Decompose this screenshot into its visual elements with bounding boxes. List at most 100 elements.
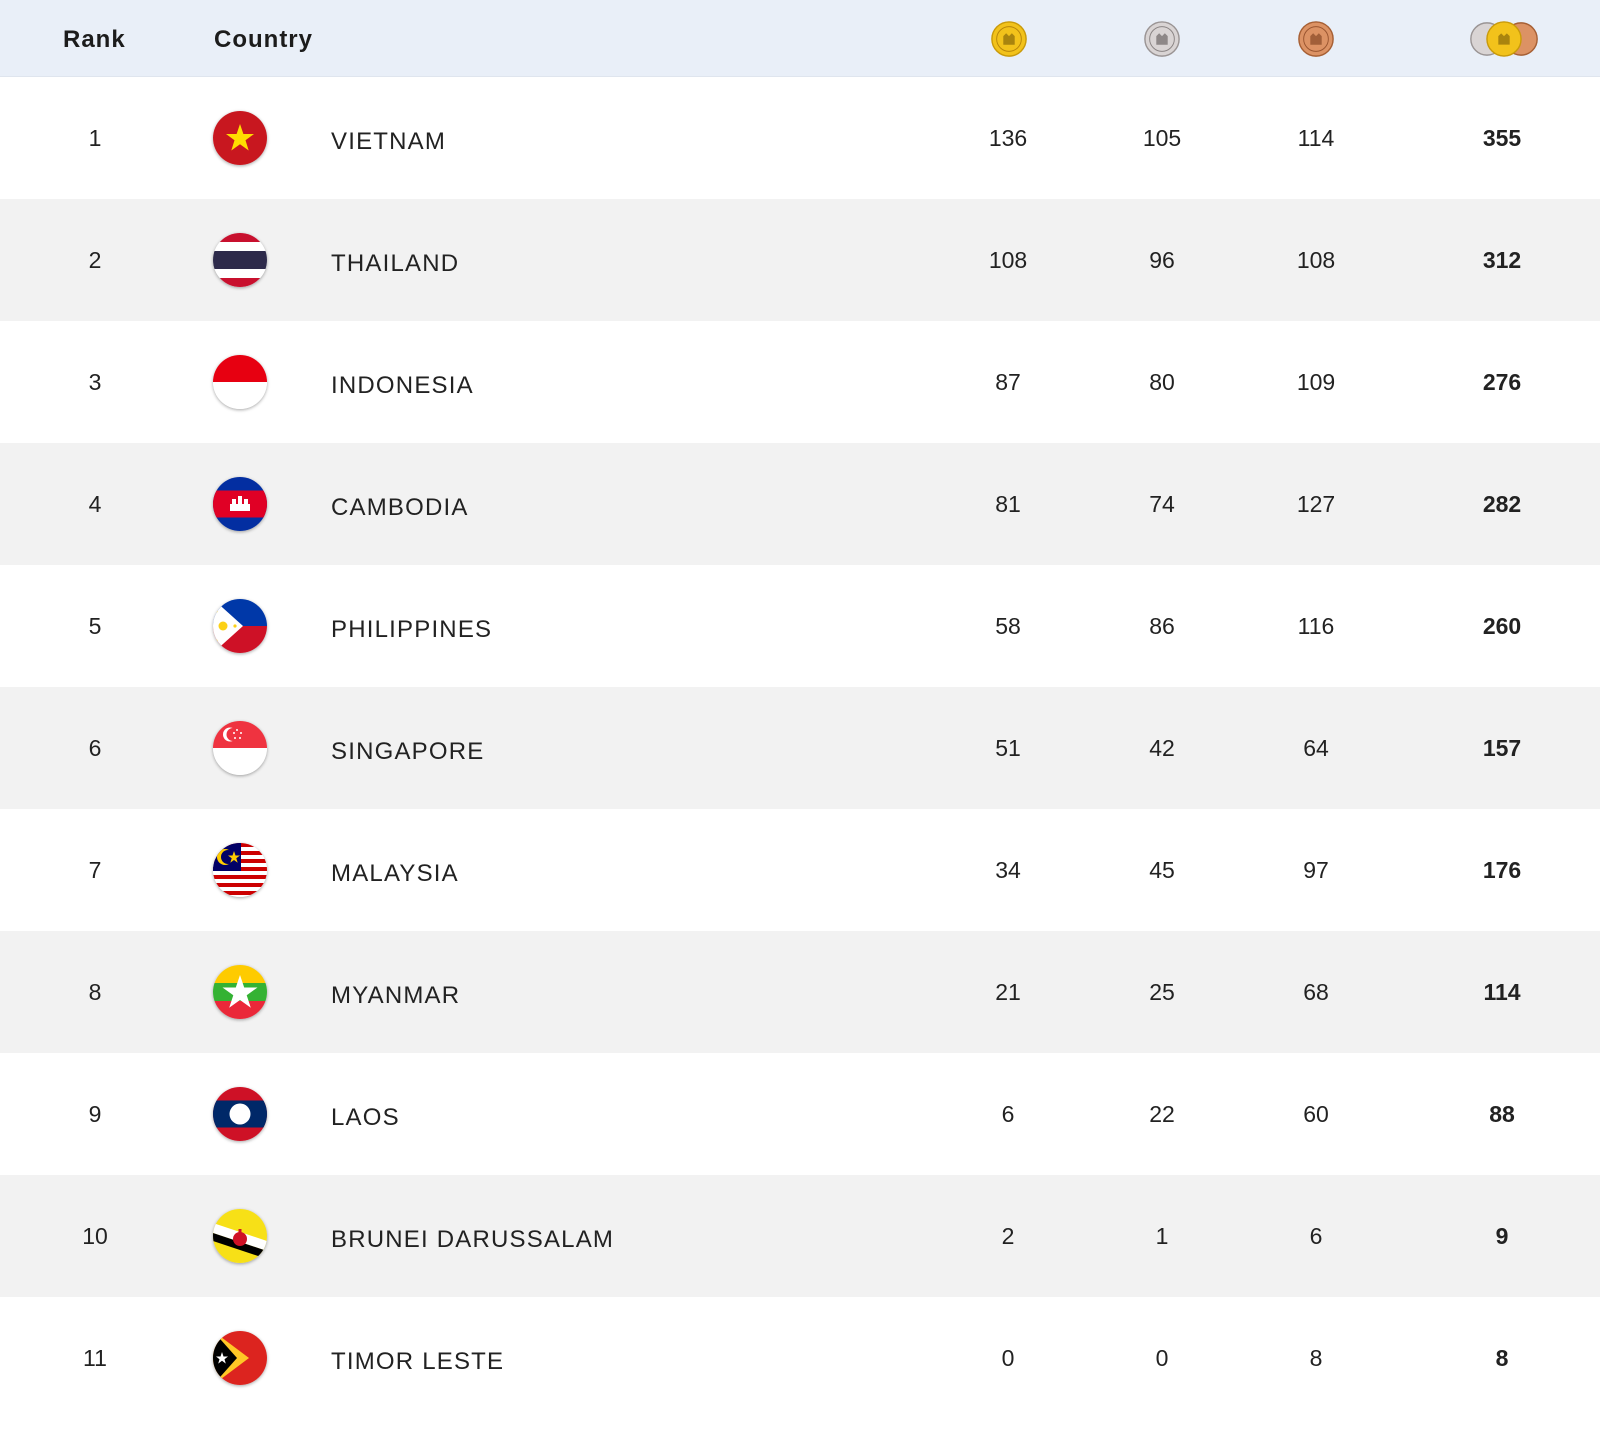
rank-cell: 10 (82, 1222, 108, 1249)
silver-medal-icon[interactable] (1143, 20, 1181, 58)
country-name[interactable]: PHILIPPINES (331, 616, 493, 643)
gold-count: 2 (1001, 1222, 1015, 1249)
rank-column-header[interactable]: Rank (63, 26, 126, 53)
country-name[interactable]: MYANMAR (331, 982, 461, 1009)
rank-cell: 5 (88, 612, 102, 639)
cambodia-flag-icon (213, 477, 267, 531)
gold-count: 51 (995, 734, 1021, 761)
bronze-count: 64 (1303, 734, 1329, 761)
country-name[interactable]: SINGAPORE (331, 738, 485, 765)
thailand-flag-icon (213, 233, 267, 287)
rank-cell: 2 (88, 246, 102, 273)
total-count: 8 (1495, 1344, 1509, 1371)
table-row[interactable]: 6 SINGAPORE 51 42 64 157 (0, 687, 1600, 809)
gold-count: 81 (995, 490, 1021, 517)
country-name[interactable]: INDONESIA (331, 372, 474, 399)
gold-count: 21 (995, 978, 1021, 1005)
table-row[interactable]: 10 BRUNEI DARUSSALAM 2 1 6 9 (0, 1175, 1600, 1297)
total-count: 114 (1483, 978, 1521, 1005)
rank-cell: 6 (88, 734, 102, 761)
rank-cell: 8 (88, 978, 102, 1005)
gold-count: 6 (1001, 1100, 1015, 1127)
total-count: 260 (1482, 612, 1522, 639)
flag-cell (213, 199, 267, 321)
total-count: 355 (1482, 124, 1522, 151)
silver-count: 42 (1149, 734, 1175, 761)
country-name[interactable]: BRUNEI DARUSSALAM (331, 1226, 615, 1253)
country-name[interactable]: VIETNAM (331, 128, 447, 155)
silver-count: 80 (1149, 368, 1175, 395)
total-count: 88 (1489, 1100, 1515, 1127)
total-count: 312 (1482, 246, 1522, 273)
bronze-count: 109 (1296, 368, 1336, 395)
rank-cell: 9 (88, 1100, 102, 1127)
table-row[interactable]: 1 VIETNAM 136 105 114 355 (0, 77, 1600, 199)
malaysia-flag-icon (213, 843, 267, 897)
flag-cell (213, 1297, 267, 1419)
country-name[interactable]: TIMOR LESTE (331, 1348, 505, 1375)
bronze-count: 114 (1297, 124, 1335, 151)
rank-cell: 11 (83, 1344, 107, 1371)
table-row[interactable]: 2 THAILAND 108 96 108 312 (0, 199, 1600, 321)
bronze-count: 60 (1303, 1100, 1329, 1127)
silver-count: 0 (1155, 1344, 1169, 1371)
indonesia-flag-icon (213, 355, 267, 409)
rank-cell: 3 (88, 368, 102, 395)
total-count: 176 (1482, 856, 1522, 883)
table-row[interactable]: 3 INDONESIA 87 80 109 276 (0, 321, 1600, 443)
silver-count: 105 (1142, 124, 1182, 151)
country-column-header[interactable]: Country (214, 26, 313, 53)
country-name[interactable]: CAMBODIA (331, 494, 469, 521)
table-row[interactable]: 8 MYANMAR 21 25 68 114 (0, 931, 1600, 1053)
table-row[interactable]: 7 MALAYSIA 34 (0, 809, 1600, 931)
table-row[interactable]: 4 CAMBODIA 81 74 127 282 (0, 443, 1600, 565)
bronze-count: 127 (1296, 490, 1336, 517)
table-row[interactable]: 9 LAOS 6 22 60 88 (0, 1053, 1600, 1175)
bronze-count: 97 (1303, 856, 1329, 883)
table-row[interactable]: 11 TIMOR LESTE 0 0 8 8 (0, 1297, 1600, 1419)
silver-count: 96 (1149, 246, 1175, 273)
bronze-medal-icon[interactable] (1297, 20, 1335, 58)
gold-medal-icon[interactable] (990, 20, 1028, 58)
vietnam-flag-icon (213, 111, 267, 165)
bronze-count: 68 (1303, 978, 1329, 1005)
singapore-flag-icon (213, 721, 267, 775)
silver-count: 45 (1149, 856, 1175, 883)
flag-cell (213, 321, 267, 443)
table-row[interactable]: 5 PHILIPPINES 58 86 116 260 (0, 565, 1600, 687)
country-name[interactable]: LAOS (331, 1104, 400, 1131)
silver-count: 25 (1149, 978, 1175, 1005)
gold-count: 87 (995, 368, 1021, 395)
flag-cell (213, 443, 267, 565)
gold-count: 136 (988, 124, 1028, 151)
flag-cell (213, 1053, 267, 1175)
silver-count: 22 (1149, 1100, 1175, 1127)
rank-cell: 7 (88, 856, 102, 883)
total-count: 157 (1482, 734, 1522, 761)
country-name[interactable]: MALAYSIA (331, 860, 459, 887)
silver-count: 74 (1149, 490, 1175, 517)
gold-count: 108 (988, 246, 1028, 273)
gold-count: 58 (995, 612, 1021, 639)
bronze-count: 116 (1297, 612, 1335, 639)
flag-cell (213, 687, 267, 809)
total-count: 9 (1495, 1222, 1509, 1249)
country-name[interactable]: THAILAND (331, 250, 460, 277)
flag-cell (213, 77, 267, 199)
rank-cell: 4 (88, 490, 102, 517)
table-header: Rank Country (0, 0, 1600, 77)
bronze-count: 8 (1309, 1344, 1323, 1371)
flag-cell (213, 565, 267, 687)
brunei-flag-icon (213, 1209, 267, 1263)
laos-flag-icon (213, 1087, 267, 1141)
rank-cell: 1 (88, 124, 102, 151)
silver-count: 1 (1155, 1222, 1169, 1249)
timor-leste-flag-icon (213, 1331, 267, 1385)
bronze-count: 108 (1296, 246, 1336, 273)
flag-cell (213, 1175, 267, 1297)
total-medals-icon[interactable] (1468, 20, 1540, 58)
flag-cell (213, 931, 267, 1053)
silver-count: 86 (1149, 612, 1175, 639)
flag-cell (213, 809, 267, 931)
